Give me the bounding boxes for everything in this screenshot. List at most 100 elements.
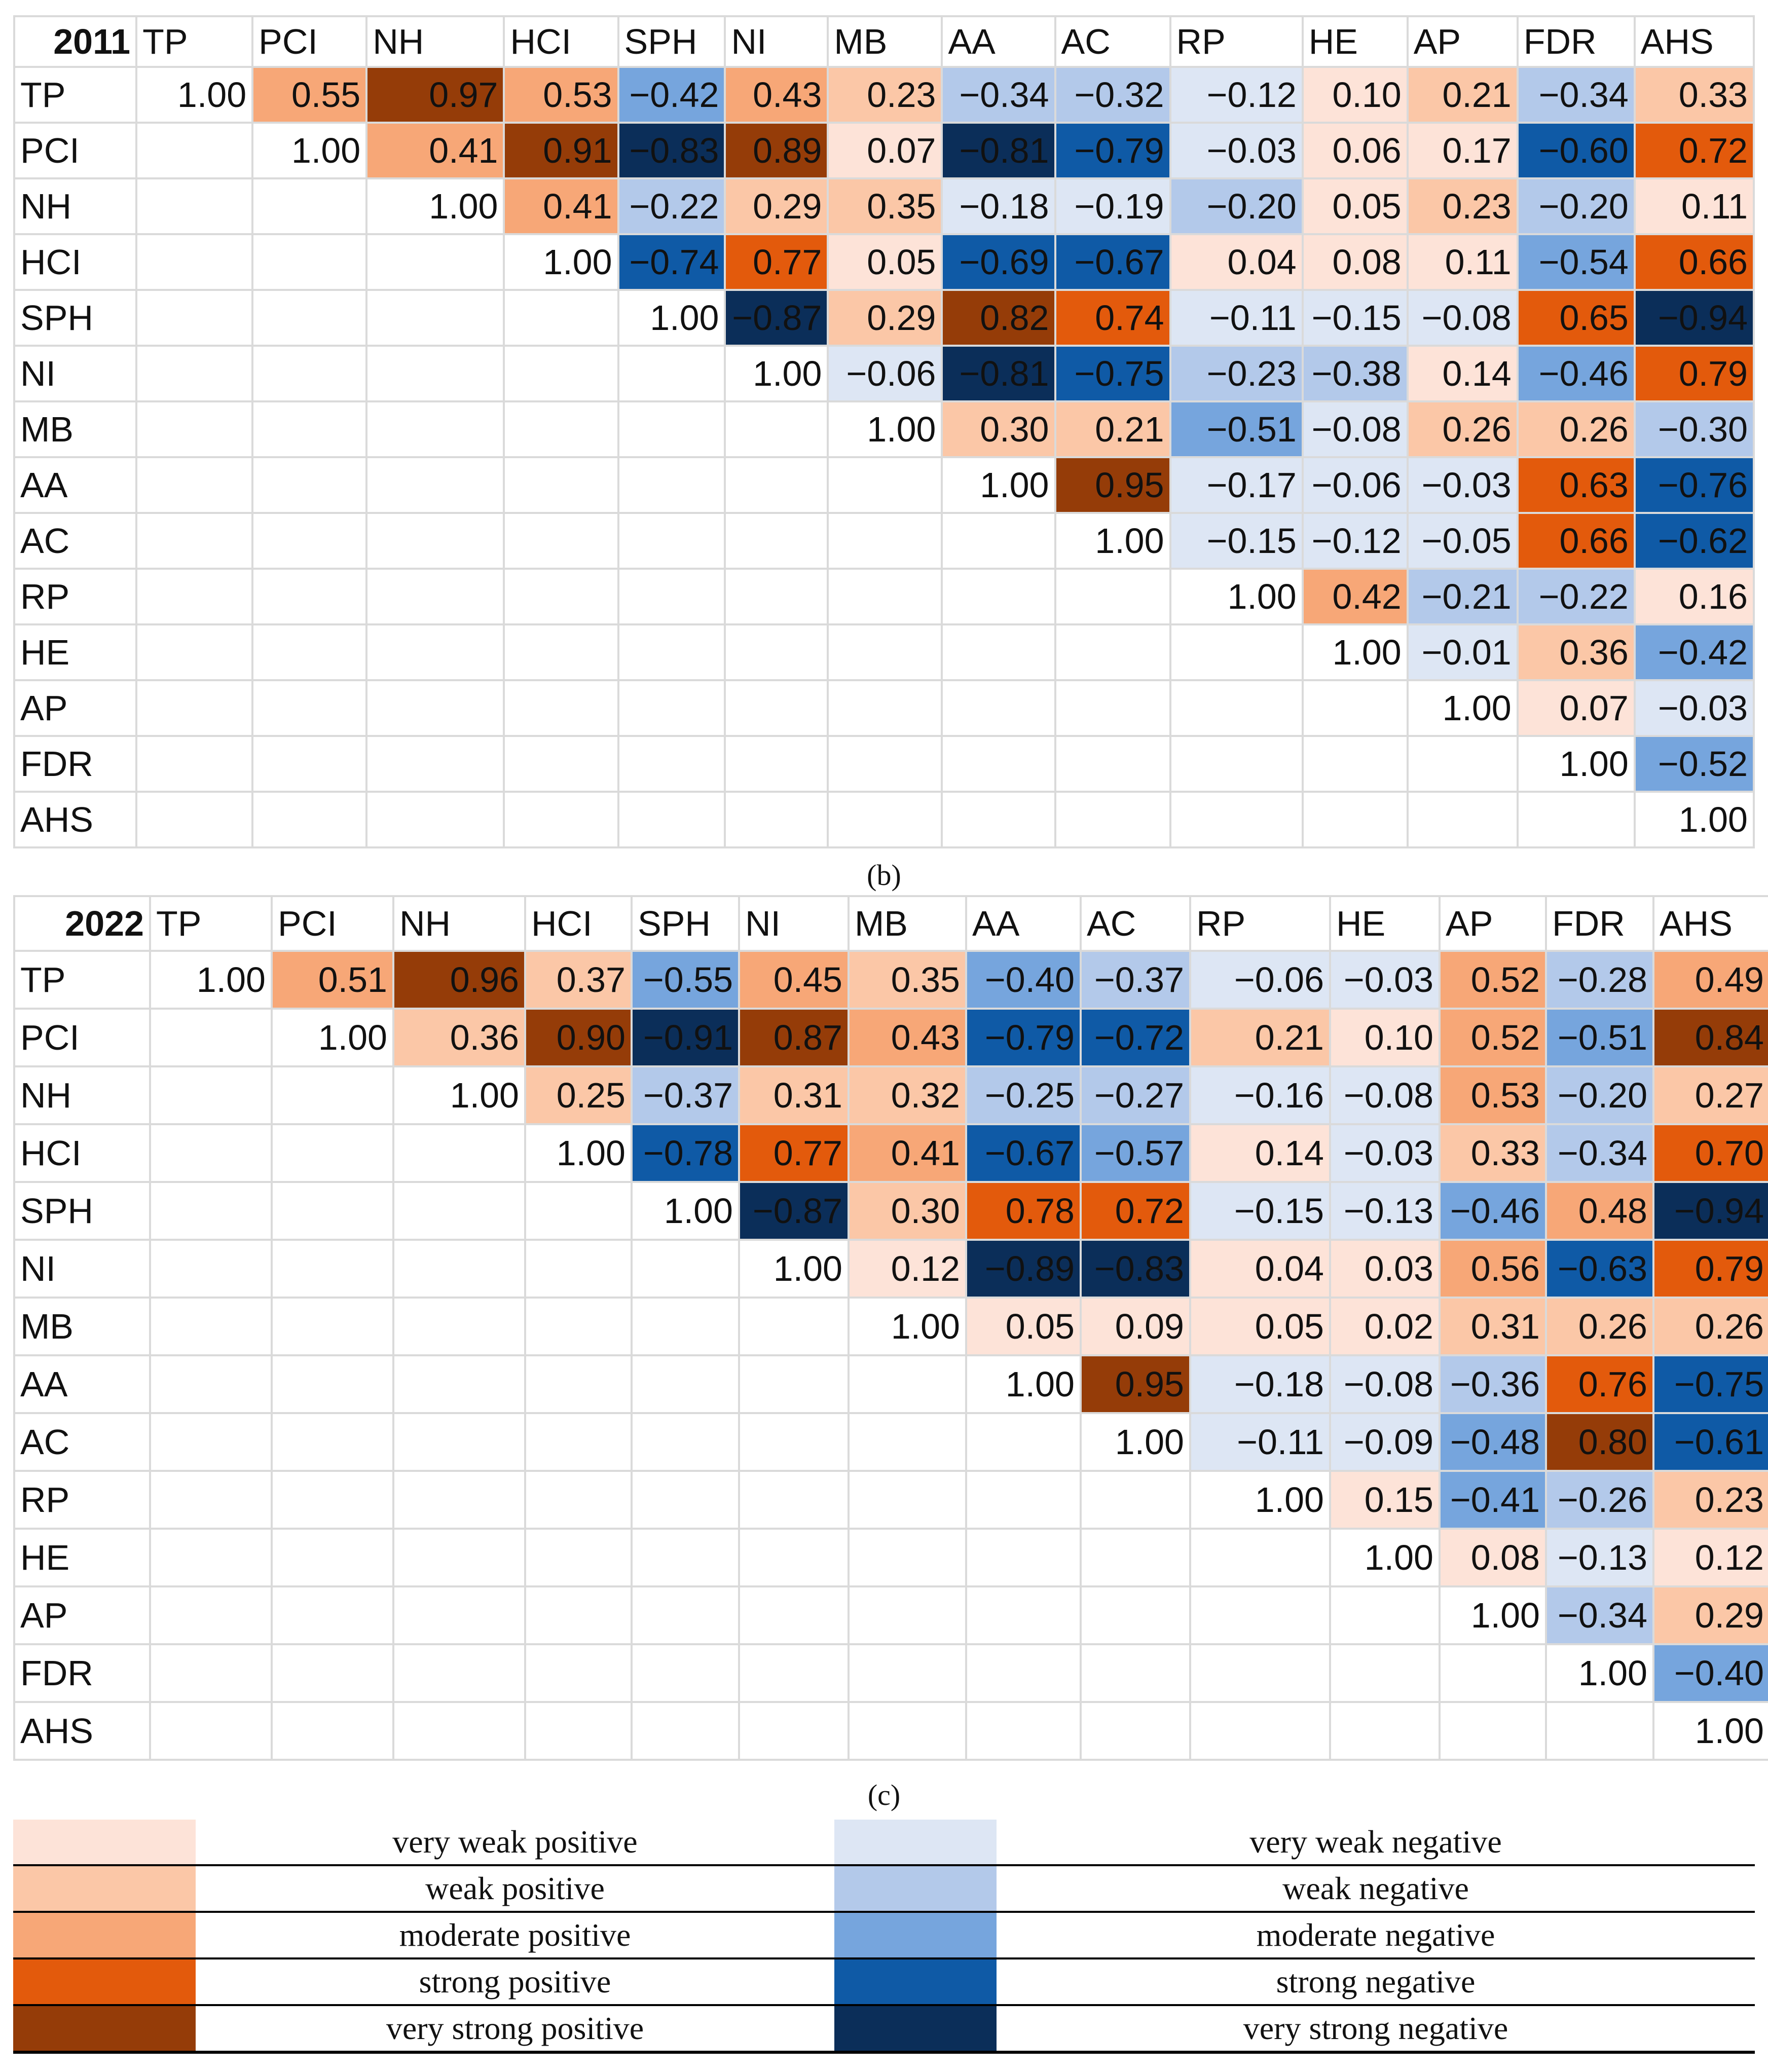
- correlation-cell: −0.67: [1054, 233, 1171, 291]
- correlation-cell: [503, 289, 619, 347]
- correlation-cell: [149, 1701, 273, 1761]
- row-header: HCI: [13, 1123, 151, 1183]
- correlation-cell: [135, 289, 254, 347]
- correlation-cell: [1189, 1701, 1331, 1761]
- correlation-cell: [1439, 1701, 1547, 1761]
- correlation-cell: −0.48: [1439, 1412, 1547, 1472]
- correlation-cell: 0.30: [848, 1181, 967, 1241]
- table-row: AP 1.00 −0.34 0.29: [13, 1585, 1768, 1645]
- correlation-cell: [617, 791, 726, 848]
- correlation-cell: −0.61: [1652, 1412, 1768, 1472]
- correlation-cell: −0.05: [1406, 512, 1519, 570]
- table-row: NI 1.00 −0.06 −0.81 −0.75 −0.23 −0.38 0.14 −0.46…: [13, 345, 1755, 402]
- legend-label-negative: weak negative: [997, 1865, 1755, 1913]
- legend-swatch-positive: [13, 2005, 196, 2054]
- table-row: AP 1.00 0.07 −0.03: [13, 679, 1755, 737]
- row-header: AA: [13, 456, 138, 514]
- correlation-cell: [1169, 791, 1304, 848]
- correlation-cell: −0.79: [965, 1008, 1082, 1067]
- correlation-cell: −0.91: [631, 1008, 740, 1067]
- correlation-cell: [827, 623, 943, 681]
- correlation-cell: [965, 1412, 1082, 1472]
- correlation-cell: [1545, 1701, 1654, 1761]
- correlation-cell: 0.48: [1545, 1181, 1654, 1241]
- correlation-cell: [1301, 735, 1409, 793]
- row-header: NI: [13, 345, 138, 402]
- legend-label-positive: weak positive: [196, 1865, 834, 1913]
- table-row: SPH 1.00 −0.87 0.29 0.82 0.74 −0.11 −0.15 −0.08 0…: [13, 289, 1755, 347]
- correlation-cell: −0.89: [965, 1239, 1082, 1299]
- correlation-cell: [365, 791, 505, 848]
- correlation-cell: [631, 1643, 740, 1703]
- correlation-cell: −0.15: [1301, 289, 1409, 347]
- correlation-cell: −0.51: [1545, 1008, 1654, 1067]
- correlation-cell: [617, 735, 726, 793]
- table-row: HCI 1.00 −0.74 0.77 0.05 −0.69 −0.67 0.04 0.08 0.…: [13, 233, 1755, 291]
- correlation-cell: [271, 1354, 394, 1414]
- table-row: MB 1.00 0.05 0.09 0.05 0.02 0.31 0.26 0.26: [13, 1297, 1768, 1356]
- correlation-cell: −0.03: [1406, 456, 1519, 514]
- correlation-cell: [149, 1354, 273, 1414]
- row-header: AP: [13, 679, 138, 737]
- correlation-cell: 0.77: [738, 1123, 850, 1183]
- table-row: AHS 1.00: [13, 1701, 1768, 1761]
- correlation-cell: 1.00: [503, 233, 619, 291]
- correlation-cell: 0.80: [1545, 1412, 1654, 1472]
- column-header: AC: [1054, 15, 1171, 68]
- correlation-cell: [848, 1470, 967, 1530]
- correlation-cell: [738, 1297, 850, 1356]
- correlation-cell: 0.79: [1652, 1239, 1768, 1299]
- correlation-cell: 0.14: [1189, 1123, 1331, 1183]
- correlation-cell: −0.03: [1329, 950, 1441, 1010]
- correlation-cell: [271, 1643, 394, 1703]
- correlation-cell: 0.56: [1439, 1239, 1547, 1299]
- correlation-cell: 1.00: [1169, 568, 1304, 625]
- correlation-cell: [271, 1065, 394, 1125]
- correlation-cell: 0.72: [1080, 1181, 1191, 1241]
- correlation-cell: [827, 679, 943, 737]
- correlation-cell: 0.42: [1301, 568, 1409, 625]
- year-label: 2022: [13, 895, 151, 952]
- correlation-cell: −0.46: [1439, 1181, 1547, 1241]
- correlation-cell: [271, 1297, 394, 1356]
- correlation-cell: [271, 1181, 394, 1241]
- correlation-cell: [724, 568, 829, 625]
- correlation-cell: 1.00: [941, 456, 1056, 514]
- correlation-cell: 1.00: [271, 1008, 394, 1067]
- correlation-cell: [941, 791, 1056, 848]
- correlation-cell: [365, 345, 505, 402]
- correlation-cell: 1.00: [965, 1354, 1082, 1414]
- correlation-cell: −0.20: [1545, 1065, 1654, 1125]
- correlation-cell: [251, 233, 368, 291]
- table-row: AHS 1.00: [13, 791, 1755, 848]
- legend-label-positive: moderate positive: [196, 1912, 834, 1959]
- row-header: HE: [13, 1528, 151, 1587]
- caption-b: (b): [867, 859, 901, 892]
- correlation-cell: 0.95: [1054, 456, 1171, 514]
- correlation-cell: [848, 1585, 967, 1645]
- correlation-cell: 0.43: [848, 1008, 967, 1067]
- correlation-cell: 0.90: [524, 1008, 633, 1067]
- row-header: MB: [13, 1297, 151, 1356]
- correlation-cell: 1.00: [1652, 1701, 1768, 1761]
- correlation-cell: [503, 400, 619, 458]
- correlation-cell: 0.03: [1329, 1239, 1441, 1299]
- correlation-cell: 1.00: [149, 950, 273, 1010]
- correlation-cell: [392, 1470, 526, 1530]
- correlation-cell: [827, 735, 943, 793]
- correlation-cell: 1.00: [1439, 1585, 1547, 1645]
- correlation-cell: −0.34: [1516, 66, 1636, 124]
- correlation-cell: 0.10: [1301, 66, 1409, 124]
- correlation-cell: −0.03: [1169, 122, 1304, 179]
- correlation-cell: 0.06: [1301, 122, 1409, 179]
- correlation-cell: 1.00: [1545, 1643, 1654, 1703]
- correlation-cell: [271, 1701, 394, 1761]
- correlation-cell: −0.20: [1169, 177, 1304, 235]
- correlation-cell: [251, 400, 368, 458]
- table-row: HE 1.00 0.08 −0.13 0.12: [13, 1528, 1768, 1587]
- correlation-cell: [617, 679, 726, 737]
- correlation-cell: −0.06: [1301, 456, 1409, 514]
- correlation-cell: −0.08: [1329, 1065, 1441, 1125]
- correlation-cell: −0.21: [1406, 568, 1519, 625]
- correlation-cell: [503, 345, 619, 402]
